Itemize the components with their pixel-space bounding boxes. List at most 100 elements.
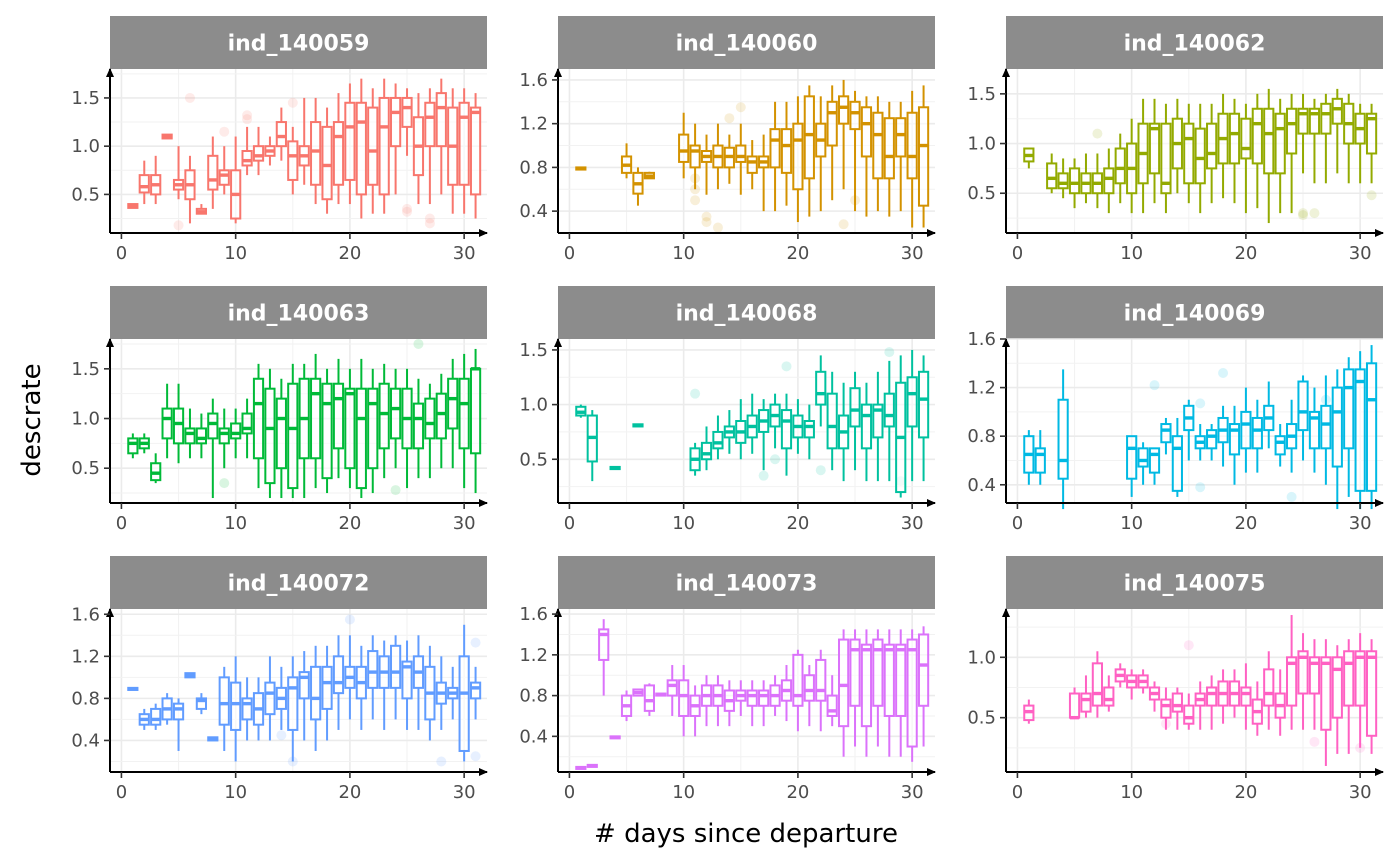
facet-strip: [558, 286, 935, 339]
box: [1343, 93, 1355, 184]
box: [803, 404, 815, 460]
box: [207, 136, 219, 209]
box-iqr: [1297, 380, 1309, 432]
y-tick-label: 0.8: [519, 686, 548, 707]
box: [1206, 424, 1218, 461]
box-iqr: [1320, 404, 1332, 450]
box: [883, 360, 895, 482]
box: [401, 368, 413, 489]
y-tick-label: 1.5: [967, 84, 996, 105]
box-iqr: [1057, 172, 1069, 190]
box-iqr: [344, 101, 356, 181]
outlier-point: [402, 203, 413, 214]
box: [1194, 681, 1206, 730]
box-iqr: [883, 117, 895, 180]
box: [723, 410, 735, 454]
box: [332, 358, 345, 479]
box-iqr: [1331, 97, 1343, 125]
box: [332, 635, 345, 730]
box: [287, 656, 299, 762]
box-iqr: [195, 427, 207, 445]
box-iqr: [895, 643, 907, 717]
outlier-point: [287, 97, 298, 108]
outlier-point: [1286, 491, 1297, 502]
box: [1034, 430, 1046, 485]
facet-strip-label: ind_140062: [1124, 32, 1266, 57]
x-tick-label: 10: [672, 782, 695, 803]
box-iqr: [917, 106, 930, 207]
x-tick-label: 30: [453, 243, 476, 264]
box-iqr: [1148, 447, 1161, 474]
box: [723, 134, 735, 184]
box: [150, 155, 162, 205]
box-iqr: [860, 106, 873, 158]
box-iqr: [264, 387, 276, 485]
box-iqr: [1297, 650, 1309, 695]
box-iqr: [1068, 692, 1081, 719]
box: [769, 393, 781, 449]
outlier-point: [219, 478, 230, 489]
facet-panel: ind_140069 0.4 0.8 1.2 1.6 0 10 20 30: [967, 286, 1384, 534]
x-tick-label: 30: [901, 782, 924, 803]
box-iqr: [849, 638, 861, 707]
box: [712, 675, 724, 727]
box: [161, 133, 173, 140]
box-iqr: [1183, 122, 1195, 185]
box: [310, 645, 322, 751]
x-tick-label: 0: [1012, 782, 1023, 803]
box-iqr: [1171, 692, 1183, 713]
box-iqr: [275, 121, 287, 148]
box: [469, 348, 482, 494]
y-tick-label: 0.5: [71, 458, 100, 479]
x-tick-label: 0: [564, 782, 575, 803]
box-iqr: [264, 681, 276, 716]
box: [872, 629, 884, 747]
box-iqr: [780, 128, 793, 174]
box: [586, 410, 598, 482]
box: [252, 126, 265, 176]
box-iqr: [435, 92, 447, 148]
box-iqr: [367, 650, 379, 689]
box: [298, 363, 310, 499]
y-tick-label: 0.5: [71, 184, 100, 205]
box: [860, 629, 873, 757]
box: [172, 698, 185, 751]
box: [1286, 399, 1298, 473]
box-iqr: [241, 697, 253, 721]
box: [678, 665, 690, 737]
outlier-point: [242, 110, 253, 121]
box-iqr: [860, 643, 873, 728]
box-iqr: [849, 387, 861, 428]
box: [815, 355, 827, 427]
box: [1114, 663, 1126, 688]
box-iqr: [838, 95, 850, 125]
box: [1023, 430, 1035, 485]
y-tick-label: 1.0: [71, 136, 100, 157]
box: [917, 626, 930, 747]
box: [700, 426, 713, 471]
box: [1114, 133, 1126, 204]
box: [424, 88, 436, 205]
box: [1251, 399, 1263, 473]
box: [401, 88, 413, 156]
box: [424, 383, 436, 479]
box: [161, 383, 173, 459]
box-iqr: [1286, 656, 1298, 707]
box-iqr: [1308, 107, 1321, 135]
box: [1297, 93, 1309, 174]
box-iqr: [826, 100, 838, 147]
outlier-point: [436, 756, 447, 767]
box: [1023, 699, 1035, 724]
box: [1137, 442, 1149, 485]
box: [435, 78, 447, 195]
box: [1068, 158, 1081, 209]
box: [138, 160, 150, 205]
box: [815, 649, 827, 732]
y-tick-label: 0.8: [519, 157, 548, 178]
box-iqr: [1365, 362, 1378, 492]
x-tick-label: 30: [1349, 782, 1372, 803]
box: [895, 355, 907, 498]
box: [655, 692, 667, 697]
box-iqr: [712, 430, 724, 450]
box: [598, 619, 610, 696]
